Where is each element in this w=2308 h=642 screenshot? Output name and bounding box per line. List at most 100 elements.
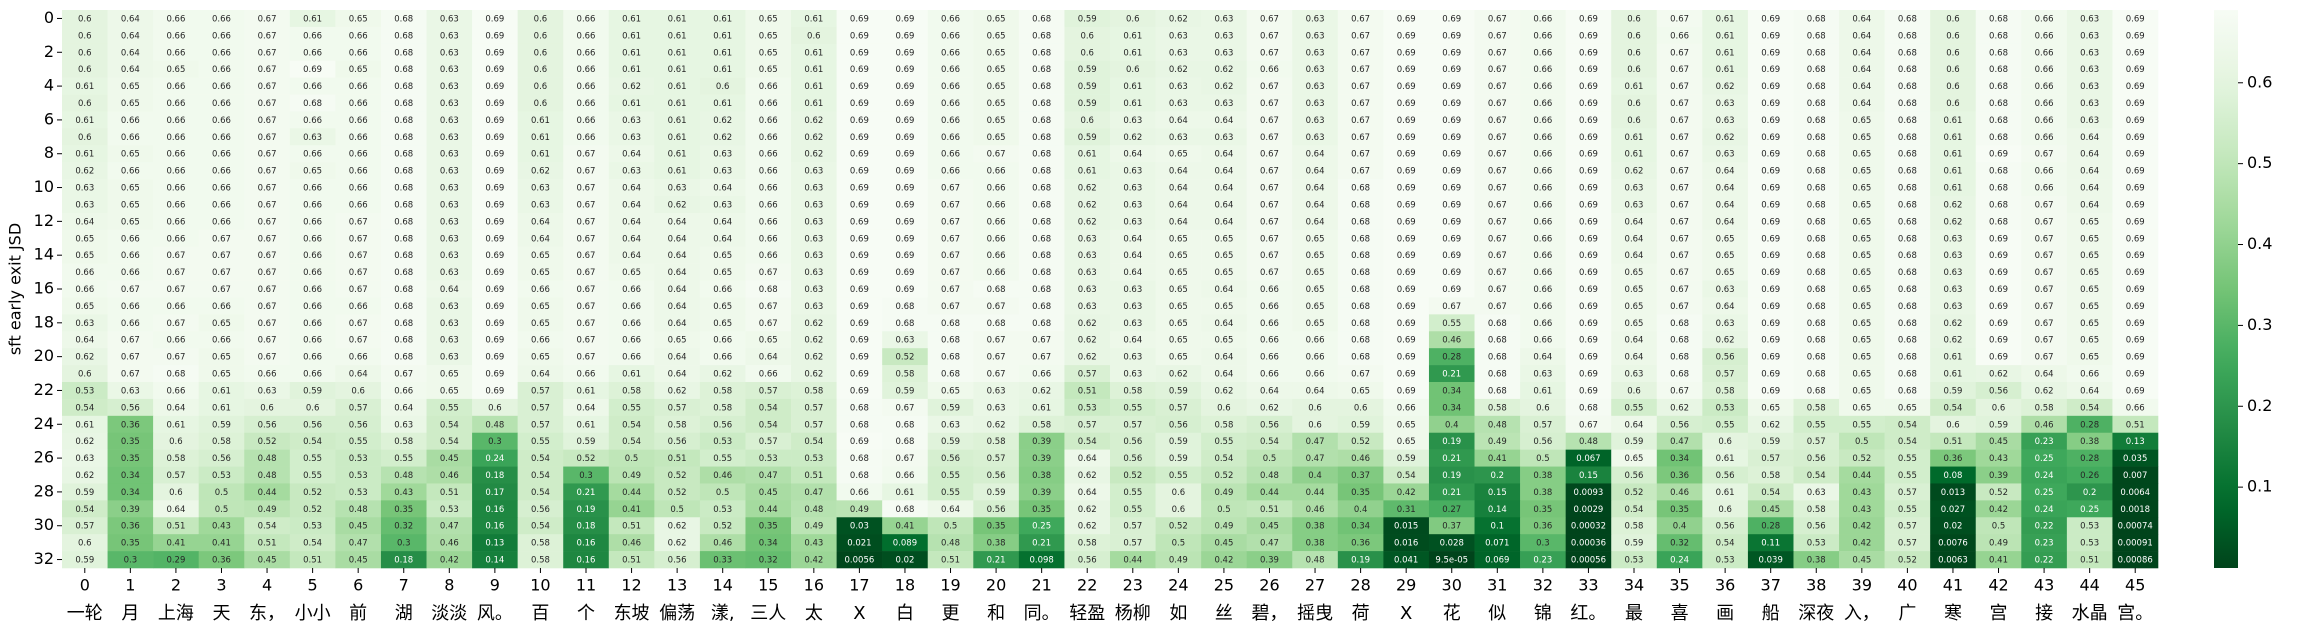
heatmap-cell [1975, 128, 2022, 146]
heatmap-cell [153, 314, 199, 332]
cell-label: 0.65 [1214, 336, 1233, 346]
heatmap-cell [1611, 263, 1658, 281]
heatmap-cell [836, 10, 883, 28]
heatmap-cell [1292, 10, 1339, 28]
heatmap-cell [244, 263, 291, 281]
cell-label: 0.51 [668, 454, 687, 464]
cell-label: 0.35 [394, 505, 413, 515]
cell-label: 0.67 [577, 167, 596, 177]
heatmap-cell [836, 280, 883, 298]
heatmap-cell [198, 382, 245, 400]
cell-label: 0.69 [485, 167, 504, 177]
x-tick-label: 8 [444, 576, 454, 595]
heatmap-cell [380, 398, 427, 417]
cell-label: 0.66 [1533, 82, 1552, 92]
cell-label: 0.67 [941, 302, 960, 312]
heatmap-cell [472, 382, 518, 400]
cell-label: 0.66 [987, 200, 1006, 210]
heatmap-cell [745, 60, 792, 78]
heatmap-cell [2112, 314, 2159, 332]
cell-label: 0.37 [1442, 522, 1461, 532]
cell-label: 0.66 [212, 184, 231, 194]
heatmap-cell [1565, 196, 1612, 214]
cell-label: 0.62 [668, 386, 687, 396]
heatmap-cell [1611, 162, 1658, 180]
heatmap-cell [1611, 365, 1658, 383]
cell-label: 0.67 [577, 285, 596, 295]
cell-label: 0.46 [713, 539, 732, 549]
heatmap-cell [563, 297, 610, 315]
cell-label: 0.67 [212, 234, 231, 244]
heatmap-cell [745, 331, 792, 349]
heatmap-cell [927, 263, 974, 281]
cell-label: 0.35 [1351, 488, 1370, 498]
heatmap-cell [1520, 111, 1566, 129]
cell-label: 0.59 [1169, 386, 1188, 396]
heatmap-cell [1018, 246, 1065, 264]
cell-label: 0.67 [759, 302, 778, 312]
cell-label: 0.69 [850, 200, 869, 210]
cell-label: 0.67 [1260, 251, 1279, 261]
heatmap-cell [1337, 128, 1384, 146]
cell-label: 0.67 [258, 184, 277, 194]
heatmap-cell [426, 280, 473, 298]
cell-label: 0.68 [394, 116, 413, 126]
cell-label: 0.68 [1032, 14, 1051, 24]
heatmap-cell [1201, 26, 1247, 45]
cell-label: 0.62 [668, 539, 687, 549]
heatmap-cell [380, 43, 427, 62]
heatmap-cell [1201, 60, 1247, 78]
cell-label: 0.67 [1351, 150, 1370, 160]
cell-label: 0.52 [1852, 454, 1871, 464]
cell-label: 0.3 [579, 471, 593, 481]
cell-label: 0.68 [1032, 251, 1051, 261]
heatmap-cell [1611, 111, 1658, 129]
x-tick-label: 35 [1669, 576, 1689, 595]
cell-label: 0.61 [75, 150, 94, 160]
heatmap-cell [335, 314, 382, 332]
heatmap-cell [426, 145, 473, 163]
cell-label: 0.62 [713, 133, 732, 143]
cell-label: 0.11 [1761, 539, 1780, 549]
heatmap-cell [380, 263, 427, 281]
cell-label: 0.63 [895, 336, 914, 346]
heatmap-cell [335, 43, 382, 62]
cell-label: 0.64 [1625, 251, 1644, 261]
cell-label: 0.63 [804, 285, 823, 295]
heatmap-cell [563, 382, 610, 400]
heatmap-cell [380, 162, 427, 180]
cell-label: 0.54 [531, 471, 550, 481]
heatmap-cell [1975, 26, 2022, 45]
heatmap-cell [517, 162, 564, 180]
heatmap-cell [517, 94, 564, 112]
cell-label: 0.44 [622, 488, 641, 498]
heatmap-cell [426, 128, 473, 146]
cell-label: 0.56 [1670, 420, 1689, 430]
heatmap-cell [62, 398, 108, 417]
cell-label: 0.54 [75, 403, 94, 413]
cell-label: 0.63 [1078, 251, 1097, 261]
heatmap-cell [1018, 43, 1065, 62]
heatmap-cell [380, 212, 427, 231]
heatmap-cell [1930, 348, 1977, 366]
heatmap-cell [1337, 179, 1384, 197]
cell-label: 0.67 [349, 251, 368, 261]
cell-label: 0.6 [1718, 437, 1732, 447]
heatmap-cell [745, 398, 792, 417]
cell-label: 0.68 [1989, 31, 2008, 41]
heatmap-cell [1337, 398, 1384, 417]
cell-label: 0.63 [1123, 217, 1142, 227]
cell-label: 0.54 [303, 539, 322, 549]
heatmap-cell [2066, 280, 2113, 298]
heatmap-cell [1565, 398, 1612, 417]
cell-label: 0.67 [166, 319, 185, 329]
heatmap-cell [1246, 229, 1293, 248]
cell-label: 0.55 [941, 488, 960, 498]
heatmap-cell [1930, 60, 1977, 78]
cell-label: 0.68 [1807, 353, 1826, 363]
heatmap-cell [2112, 297, 2159, 315]
cell-label: 0.57 [759, 386, 778, 396]
cell-label: 0.66 [212, 336, 231, 346]
cell-label: 0.65 [987, 133, 1006, 143]
heatmap-cell [335, 331, 382, 349]
